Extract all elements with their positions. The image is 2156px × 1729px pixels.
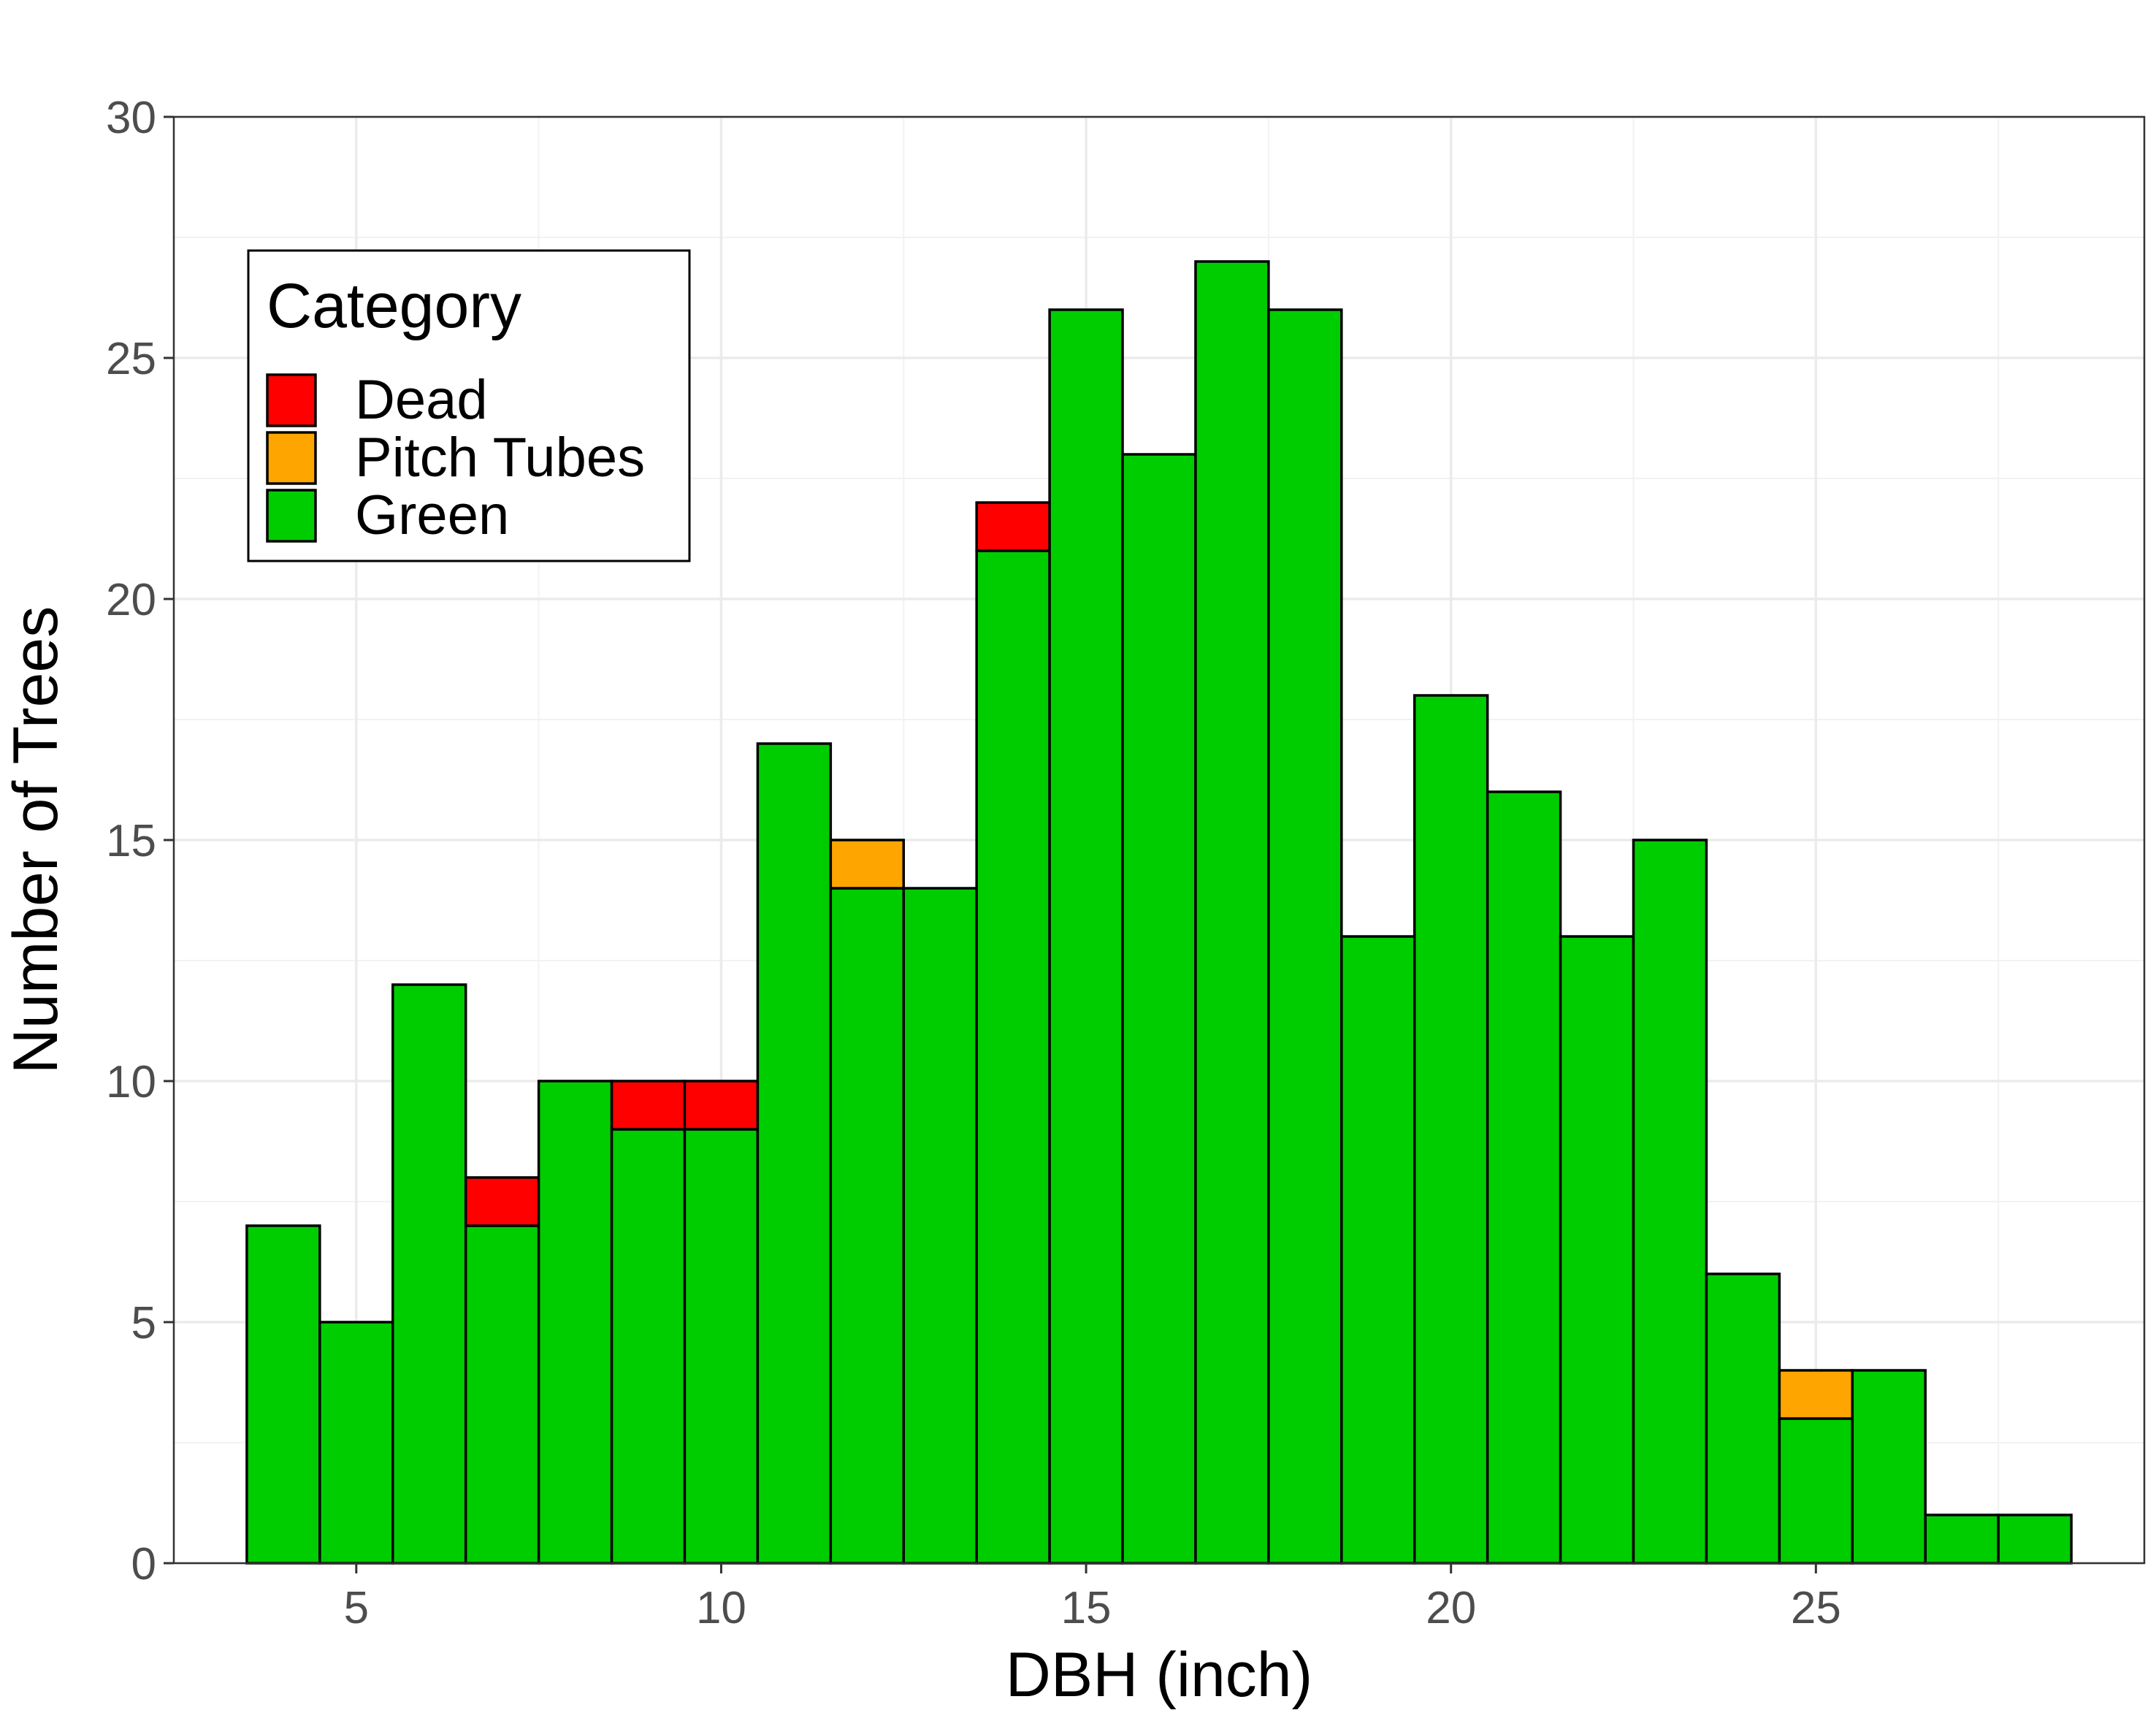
bar-green — [610, 1128, 687, 1565]
bar-green — [391, 983, 467, 1565]
bar-green — [1778, 1417, 1854, 1565]
bar-dead — [464, 1176, 540, 1227]
legend-box — [247, 249, 691, 562]
y-axis-title: Number of Trees — [1, 606, 71, 1074]
legend-title: Category — [267, 271, 521, 341]
bars-group — [245, 260, 2073, 1565]
y-tick-label: 5 — [131, 1298, 156, 1348]
bar-green — [1486, 790, 1562, 1565]
x-tick-label: 25 — [1791, 1583, 1841, 1633]
y-axis-ticks: 0 5 10 15 20 25 30 — [106, 93, 174, 1589]
bar-green — [975, 549, 1051, 1565]
bar-pitch-tubes — [1778, 1369, 1854, 1420]
bar-green — [1705, 1272, 1781, 1565]
bar-green — [1121, 453, 1197, 1565]
bar-dead — [610, 1080, 687, 1131]
legend-key-dead — [266, 373, 317, 427]
bar-green — [683, 1128, 760, 1565]
legend-key-green — [266, 489, 317, 543]
x-tick-label: 5 — [344, 1583, 369, 1633]
bar-dead — [683, 1080, 760, 1131]
bar-green — [1413, 694, 1489, 1565]
bar-pitch-tubes — [829, 839, 906, 890]
bar-green — [1632, 839, 1708, 1565]
x-axis-ticks: 5 10 15 20 25 — [344, 1563, 1841, 1633]
y-tick-label: 10 — [106, 1057, 156, 1107]
bar-green — [829, 887, 906, 1565]
y-tick-label: 0 — [131, 1539, 156, 1589]
x-tick-label: 20 — [1426, 1583, 1476, 1633]
y-tick-label: 20 — [106, 575, 156, 625]
legend-key-pitch-tubes — [266, 431, 317, 485]
legend-label: Pitch Tubes — [355, 427, 645, 489]
bar-green — [1340, 935, 1416, 1565]
bar-green — [1194, 260, 1270, 1565]
bar-green — [1997, 1514, 2073, 1565]
bar-dead — [975, 501, 1051, 552]
bar-green — [464, 1224, 540, 1565]
x-axis-title: DBH (inch) — [1006, 1640, 1313, 1710]
y-tick-label: 15 — [106, 816, 156, 866]
legend-label: Green — [355, 484, 509, 546]
y-tick-label: 25 — [106, 334, 156, 384]
y-tick-label: 30 — [106, 93, 156, 143]
bar-green — [1267, 308, 1343, 1565]
bar-green — [318, 1321, 394, 1565]
bar-green — [537, 1080, 613, 1565]
bar-green — [245, 1224, 321, 1565]
legend-label: Dead — [355, 369, 488, 431]
x-tick-label: 15 — [1061, 1583, 1112, 1633]
bar-green — [1559, 935, 1635, 1565]
bar-green — [756, 742, 833, 1565]
bar-green — [902, 887, 978, 1565]
bar-green — [1924, 1514, 2000, 1565]
x-tick-label: 10 — [696, 1583, 746, 1633]
bar-green — [1851, 1369, 1927, 1565]
bar-green — [1048, 308, 1124, 1565]
